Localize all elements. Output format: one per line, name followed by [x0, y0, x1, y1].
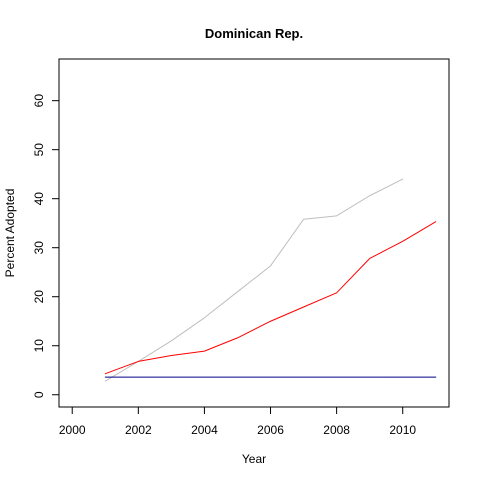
x-axis-label: Year — [242, 452, 266, 466]
x-tick-label: 2008 — [323, 423, 350, 437]
x-tick-label: 2006 — [257, 423, 284, 437]
chart-title: Dominican Rep. — [205, 26, 303, 41]
x-axis: 2000 2002 2004 2006 2008 2010 — [59, 407, 417, 437]
y-axis-label: Percent Adopted — [3, 189, 17, 278]
y-tick-label: 50 — [32, 143, 46, 157]
y-tick-label: 10 — [32, 339, 46, 353]
y-tick-label: 60 — [32, 94, 46, 108]
x-tick-label: 2010 — [389, 423, 416, 437]
y-axis: 0 10 20 30 40 50 60 — [32, 94, 59, 398]
series-layer — [105, 179, 436, 381]
x-tick-label: 2000 — [59, 423, 86, 437]
plot-area-frame — [59, 59, 449, 407]
y-tick-label: 20 — [32, 290, 46, 304]
y-tick-label: 40 — [32, 192, 46, 206]
y-tick-label: 30 — [32, 241, 46, 255]
y-tick-label: 0 — [32, 391, 46, 398]
x-tick-label: 2004 — [191, 423, 218, 437]
x-tick-label: 2002 — [125, 423, 152, 437]
series-line-0 — [105, 179, 402, 381]
